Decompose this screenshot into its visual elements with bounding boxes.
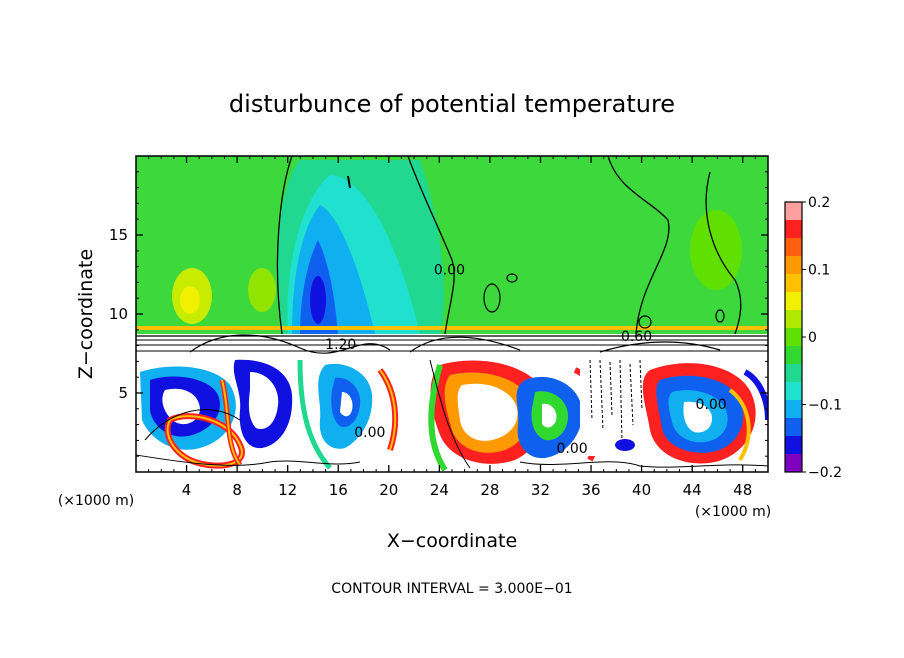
x-unit-left: (×1000 m): [58, 493, 134, 509]
contour-label: 0.00: [556, 441, 587, 457]
cold-core: [310, 276, 326, 324]
colorbar-swatch: [785, 346, 802, 365]
x-tick-label: 48: [733, 481, 752, 499]
x-tick-label: 4: [182, 481, 192, 499]
colorbar-swatch: [785, 292, 802, 311]
colorbar-tick-label: 0.1: [808, 263, 830, 279]
y-axis-label: Z−coordinate: [75, 249, 97, 379]
colorbar-swatch: [785, 418, 802, 437]
x-tick-label: 20: [379, 481, 398, 499]
colorbar-swatch: [785, 400, 802, 419]
x-tick-label: 44: [683, 481, 702, 499]
contour-line: [144, 409, 241, 441]
y-axis-ticks: 5 10 15: [109, 171, 768, 457]
positive-anomaly-patch: [248, 268, 276, 312]
contour-label: 0.00: [434, 263, 465, 279]
y-tick-label: 15: [109, 226, 128, 244]
positive-anomaly-patch: [180, 286, 200, 314]
contour-label: 0.00: [696, 397, 727, 413]
x-tick-label: 40: [632, 481, 651, 499]
contour-label: 0.00: [354, 425, 385, 441]
contour-interval-note: CONTOUR INTERVAL = 3.000E−01: [331, 581, 572, 597]
colorbar-swatch: [785, 202, 802, 221]
contour-line: [136, 454, 361, 466]
colorbar-swatch: [785, 436, 802, 455]
x-tick-label: 8: [232, 481, 242, 499]
colorbar-swatch: [785, 238, 802, 257]
colorbar-swatch: [785, 256, 802, 275]
x-tick-label: 24: [430, 481, 449, 499]
x-axis-ticks: 4 8 12 16 20 24 28 32 36 40 44 48: [148, 156, 756, 499]
colorbar-tick-label: −0.1: [808, 398, 842, 414]
contour-labels: 0.60 1.20 0.00 0.00 0.00 0.00: [325, 263, 727, 458]
contour-line: [519, 461, 768, 468]
colorbar: [784, 201, 803, 473]
contour-line: [407, 156, 455, 335]
colorbar-tick-label: 0.2: [808, 195, 830, 211]
colorbar-tick-label: −0.2: [808, 465, 842, 481]
warm-band: [136, 326, 768, 330]
colorbar-labels: 0.2 0.1 0 −0.1 −0.2: [802, 195, 842, 481]
x-tick-label: 36: [581, 481, 600, 499]
chart-title: disturbunce of potential temperature: [229, 90, 675, 118]
colorbar-swatch: [785, 454, 802, 473]
x-tick-label: 16: [329, 481, 348, 499]
x-axis-label: X−coordinate: [387, 530, 517, 552]
x-tick-label: 32: [531, 481, 550, 499]
colorbar-swatch: [785, 274, 802, 293]
x-unit-right: (×1000 m): [695, 504, 771, 520]
contour-line: [705, 171, 742, 335]
colorbar-swatch: [785, 220, 802, 239]
contour-line: [607, 156, 670, 335]
y-tick-label: 10: [109, 305, 128, 323]
colorbar-swatch: [785, 382, 802, 401]
contour-label: 1.20: [325, 337, 356, 353]
x-tick-label: 28: [480, 481, 499, 499]
contour-line: [429, 359, 471, 469]
colorbar-swatch: [785, 328, 802, 347]
upper-layer-field: [136, 156, 768, 334]
contour-line: [276, 156, 293, 335]
x-tick-label: 12: [278, 481, 297, 499]
y-tick-label: 5: [118, 384, 128, 402]
colorbar-swatch: [785, 364, 802, 383]
colorbar-tick-label: 0: [808, 330, 817, 346]
contour-label: 0.60: [621, 329, 652, 345]
plot-area: [136, 156, 768, 472]
colorbar-swatch: [785, 310, 802, 329]
